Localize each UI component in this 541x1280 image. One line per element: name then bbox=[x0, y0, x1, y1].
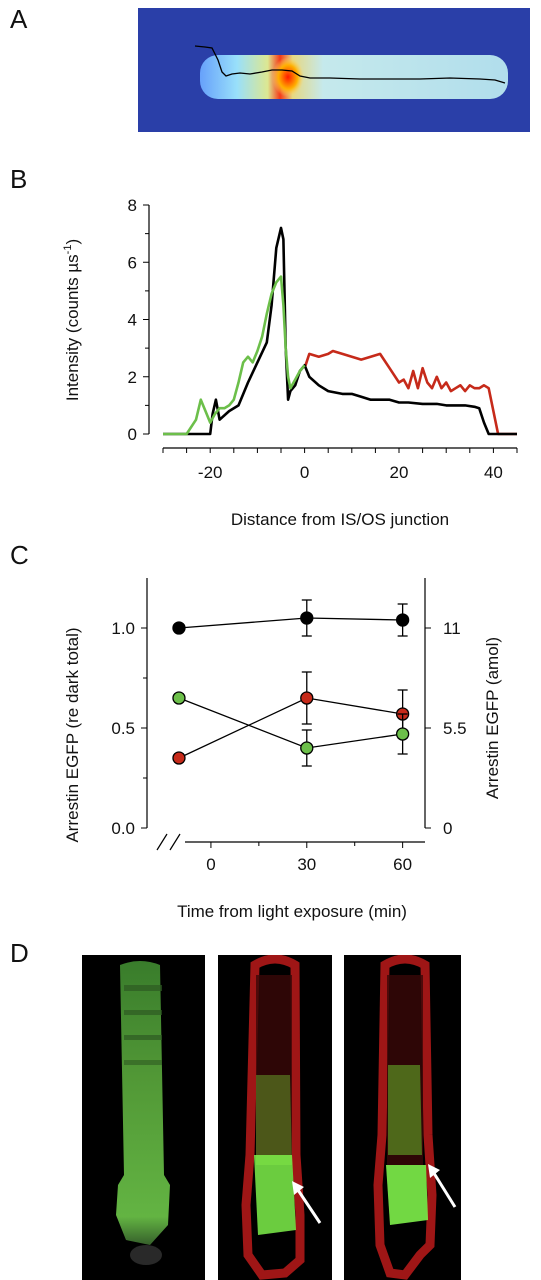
micrograph-2 bbox=[218, 955, 332, 1280]
c-axis-break-mark bbox=[156, 833, 168, 851]
panel-c-arrestin-chart: Arrestin EGFP (re dark total) Arrestin E… bbox=[63, 578, 502, 921]
b-x-tick-label: 40 bbox=[484, 463, 503, 482]
b-y-tick-label: 2 bbox=[128, 368, 137, 387]
c-y-right-tick-label: 0 bbox=[443, 819, 452, 838]
c-point-red bbox=[172, 751, 186, 765]
b-y-tick-label: 4 bbox=[128, 311, 137, 330]
c-series-line-red bbox=[178, 697, 403, 759]
c-point-black bbox=[172, 621, 186, 635]
c-y-tick-label: 0.0 bbox=[111, 819, 135, 838]
c-point-green bbox=[172, 691, 186, 705]
panel-label-d: D bbox=[10, 938, 29, 968]
micrograph-3 bbox=[344, 955, 461, 1280]
b-y-tick-label: 0 bbox=[128, 425, 137, 444]
c-x-tick-label: 0 bbox=[206, 855, 215, 874]
c-y-axis-label-left: Arrestin EGFP (re dark total) bbox=[63, 627, 82, 842]
b-series-line-black bbox=[163, 226, 517, 436]
c-x-axis-label: Time from light exposure (min) bbox=[177, 902, 407, 921]
c-x-tick-label: 30 bbox=[297, 855, 316, 874]
panel-label-c: C bbox=[10, 540, 29, 570]
c-axis-break-mark bbox=[169, 833, 181, 851]
micrograph-1 bbox=[82, 955, 205, 1280]
b-x-axis-label: Distance from IS/OS junction bbox=[231, 510, 449, 529]
panel-d-micrographs bbox=[82, 955, 461, 1280]
c-point-green bbox=[300, 741, 314, 755]
c-series-line-black bbox=[178, 617, 403, 629]
c-point-red bbox=[300, 691, 314, 705]
b-x-tick-label: -20 bbox=[198, 463, 223, 482]
panel-a-heatmap-image bbox=[138, 8, 530, 132]
c-y-tick-label: 0.5 bbox=[111, 719, 135, 738]
profile-trace bbox=[194, 45, 506, 84]
c-y-tick-label: 1.0 bbox=[111, 619, 135, 638]
b-x-tick-label: 20 bbox=[390, 463, 409, 482]
hotspot bbox=[272, 57, 304, 97]
c-y-axis-label-right: Arrestin EGFP (amol) bbox=[483, 637, 502, 799]
b-y-tick-label: 6 bbox=[128, 253, 137, 272]
c-y-right-tick-label: 5.5 bbox=[443, 719, 467, 738]
rod-body bbox=[200, 55, 508, 99]
b-y-tick-label: 8 bbox=[128, 196, 137, 215]
panel-label-b: B bbox=[10, 164, 28, 194]
c-y-right-tick-label: 11 bbox=[443, 619, 461, 638]
panel-label-a: A bbox=[10, 4, 28, 34]
panel-b-intensity-chart: Intensity (counts µs-1) Distance from IS… bbox=[62, 196, 518, 529]
c-x-tick-label: 60 bbox=[393, 855, 412, 874]
b-y-axis-label: Intensity (counts µs-1) bbox=[62, 239, 82, 401]
b-series-line-red bbox=[303, 349, 517, 436]
b-x-tick-label: 0 bbox=[300, 463, 309, 482]
c-point-green bbox=[395, 727, 410, 741]
b-series-line-green bbox=[163, 275, 306, 436]
c-point-black bbox=[395, 613, 410, 627]
c-point-black bbox=[300, 611, 314, 625]
